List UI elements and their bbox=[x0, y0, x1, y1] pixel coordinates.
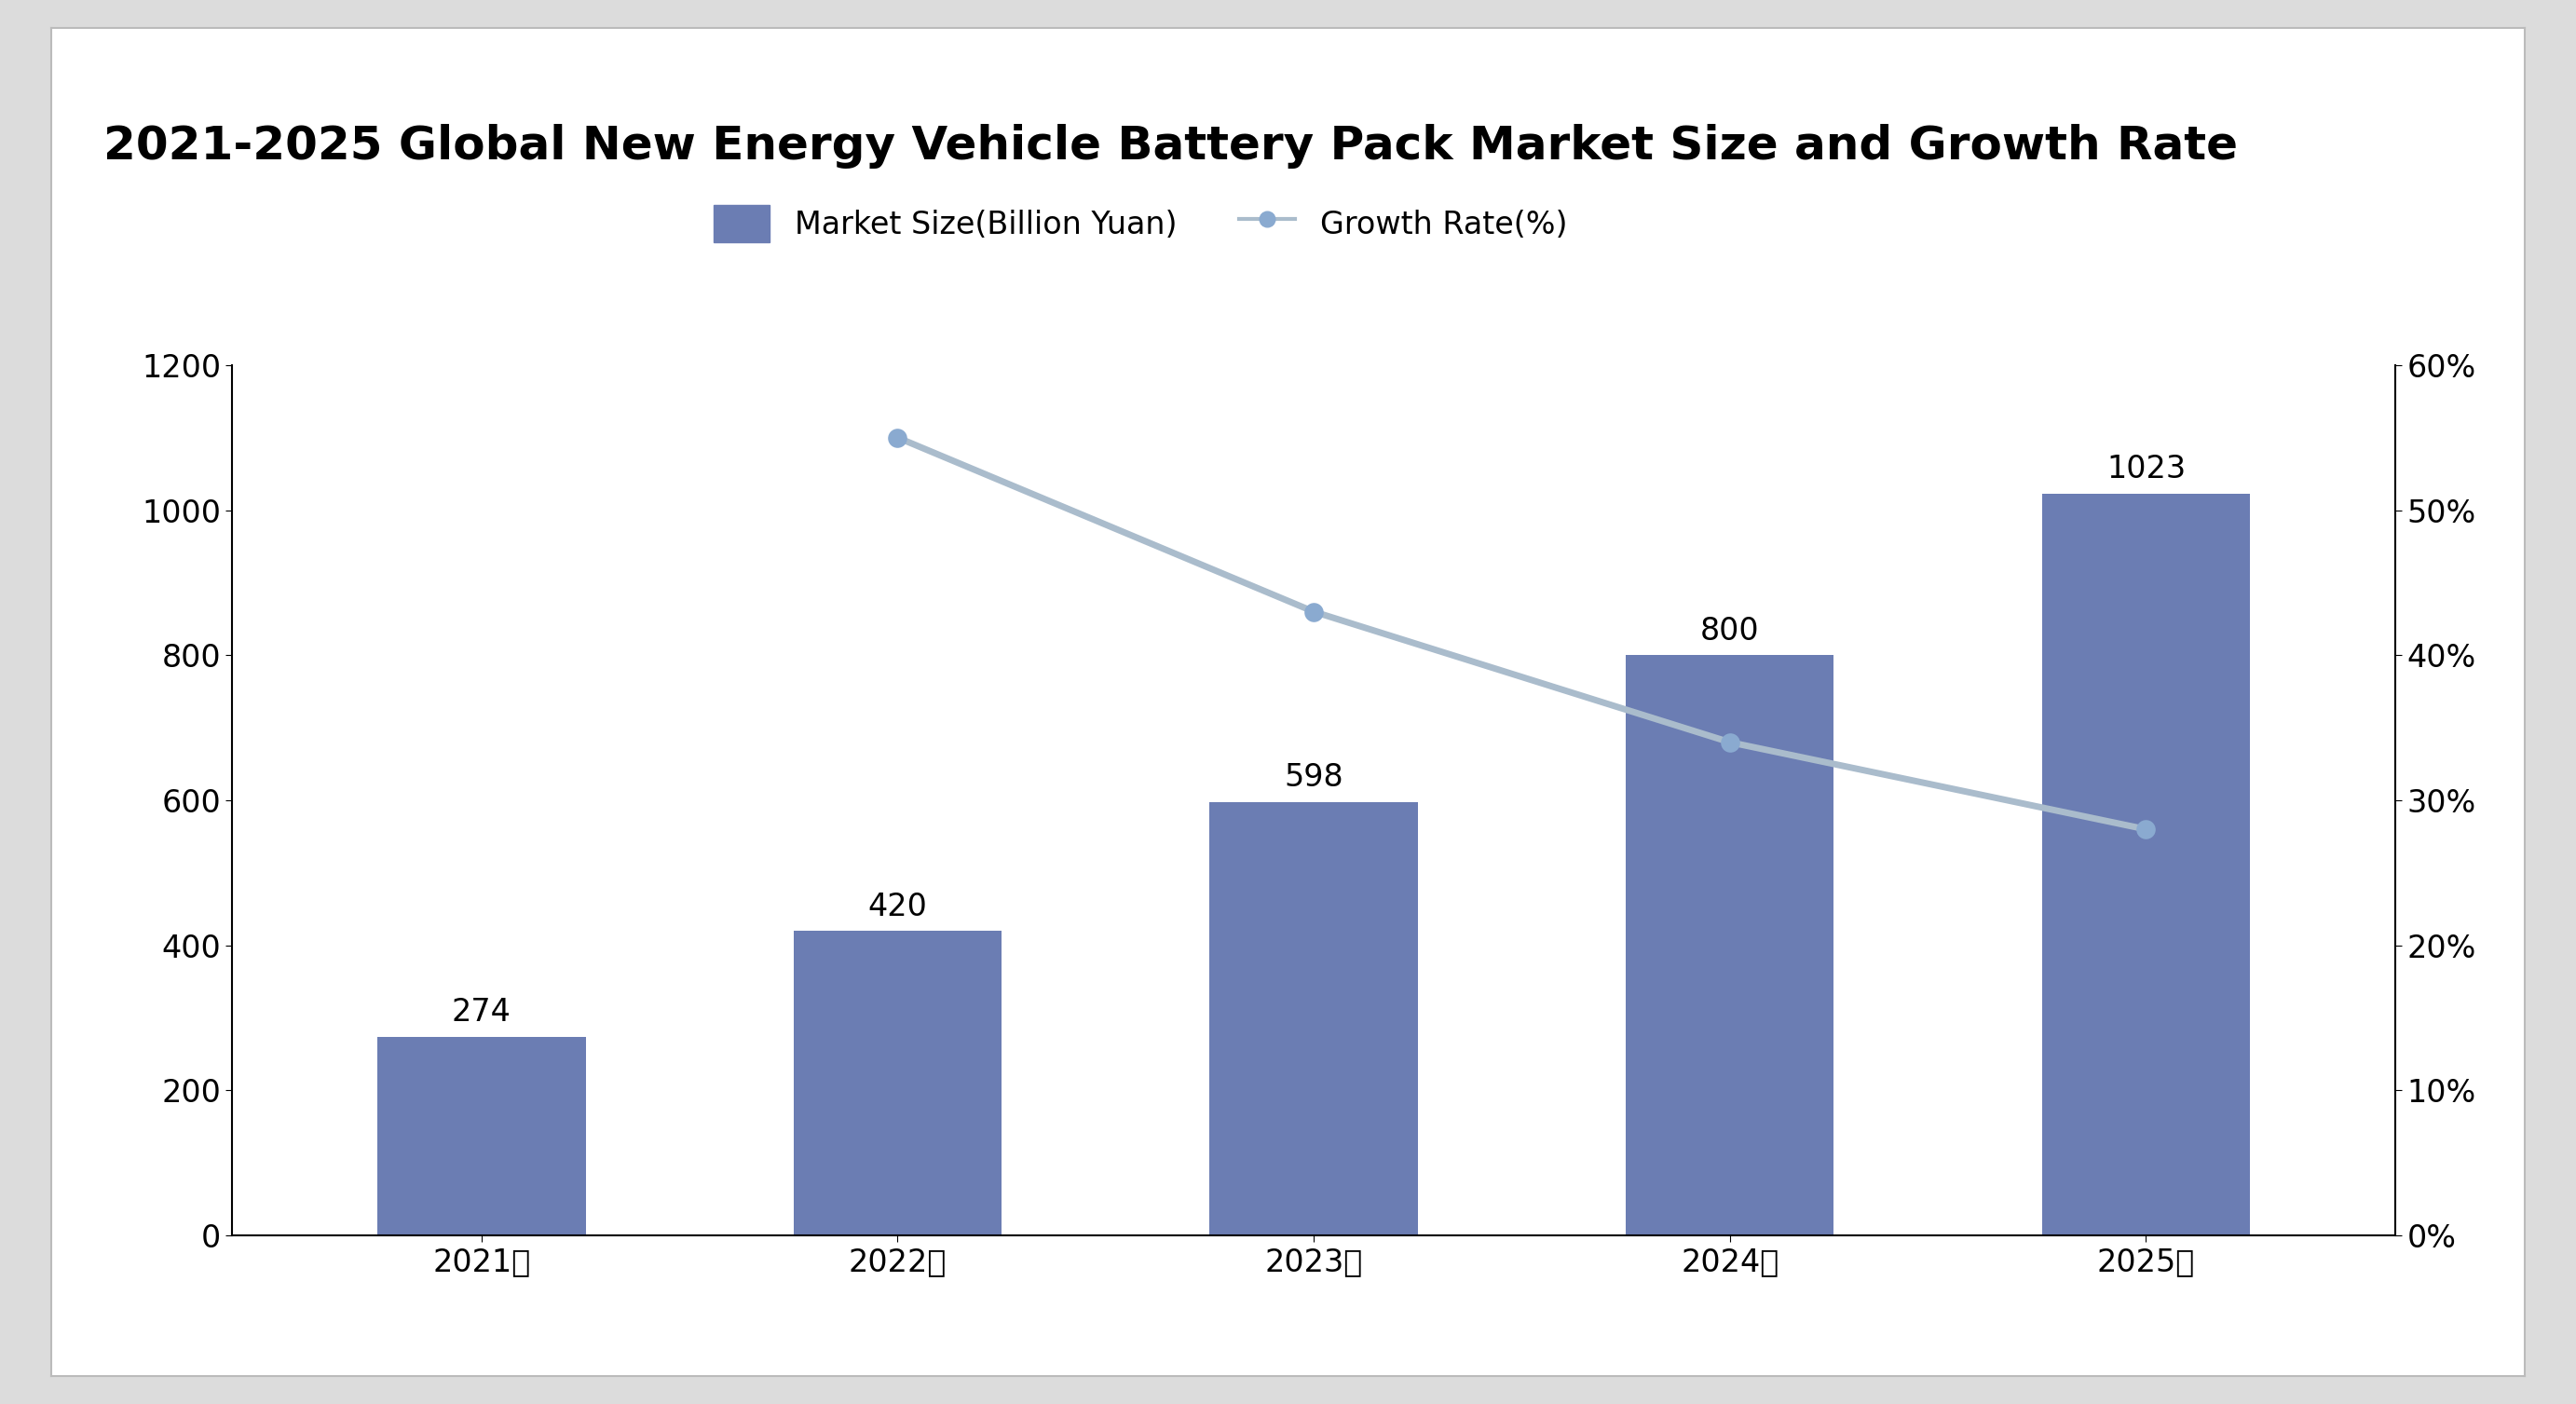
Point bbox=[876, 427, 917, 449]
Point bbox=[2125, 819, 2166, 841]
Bar bbox=[793, 931, 1002, 1236]
Bar bbox=[379, 1036, 585, 1236]
Text: 274: 274 bbox=[451, 997, 510, 1028]
Text: 800: 800 bbox=[1700, 616, 1759, 646]
Bar bbox=[2043, 493, 2249, 1236]
Text: 1023: 1023 bbox=[2107, 453, 2184, 484]
Text: 420: 420 bbox=[868, 892, 927, 922]
Legend: Market Size(Billion Yuan), Growth Rate(%): Market Size(Billion Yuan), Growth Rate(%… bbox=[698, 190, 1582, 258]
Point bbox=[1710, 731, 1752, 754]
Point bbox=[1293, 601, 1334, 623]
Bar bbox=[1625, 656, 1834, 1236]
Text: 2021-2025 Global New Energy Vehicle Battery Pack Market Size and Growth Rate: 2021-2025 Global New Energy Vehicle Batt… bbox=[103, 124, 2239, 168]
Bar bbox=[1211, 802, 1417, 1236]
Text: 598: 598 bbox=[1283, 762, 1345, 793]
